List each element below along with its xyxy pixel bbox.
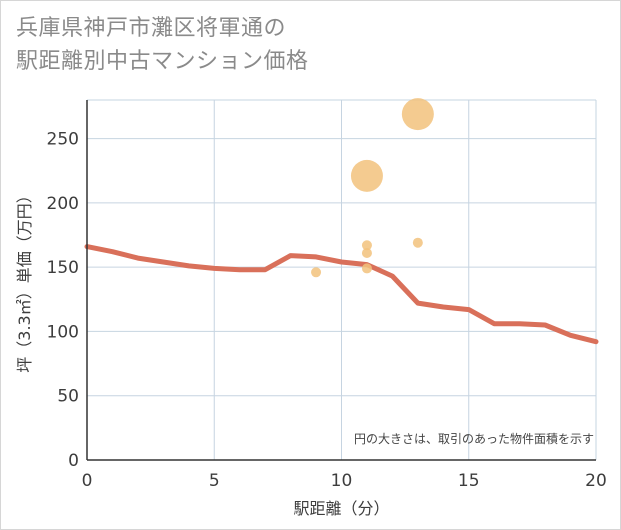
y-tick-label: 150	[47, 258, 79, 278]
y-tick-label: 0	[68, 451, 79, 471]
trend-line-group	[84, 244, 599, 345]
x-tick-label: 5	[209, 471, 220, 491]
chart-title-line1: 兵庫県神戸市灘区将軍通の	[16, 16, 287, 41]
x-tick-label: 20	[585, 471, 607, 491]
data-point	[361, 263, 372, 274]
data-point	[401, 98, 434, 131]
data-points	[311, 98, 434, 278]
chart-title: 兵庫県神戸市灘区将軍通の 駅距離別中古マンション価格	[16, 12, 309, 78]
price-trend-line	[84, 244, 599, 345]
axes	[86, 100, 596, 461]
y-tick-label: 250	[47, 130, 79, 150]
x-axis-label: 駅距離（分）	[293, 499, 389, 518]
data-point	[361, 240, 372, 251]
y-tick-label: 50	[57, 387, 79, 407]
y-axis-label: 坪（3.3㎡）単価（万円）	[15, 187, 34, 372]
data-point	[361, 248, 372, 258]
chart-title-line2: 駅距離別中古マンション価格	[16, 49, 309, 74]
y-tick-label: 100	[47, 322, 79, 342]
grid-lines	[87, 99, 597, 460]
data-point	[311, 267, 322, 278]
x-tick-label: 15	[458, 471, 480, 491]
x-tick-label: 0	[82, 471, 93, 491]
y-tick-label: 200	[47, 194, 79, 214]
size-note: 円の大きさは、取引のあった物件面積を示す	[354, 431, 594, 446]
data-point	[412, 237, 423, 248]
x-tick-label: 10	[331, 471, 353, 491]
data-point	[350, 159, 383, 192]
